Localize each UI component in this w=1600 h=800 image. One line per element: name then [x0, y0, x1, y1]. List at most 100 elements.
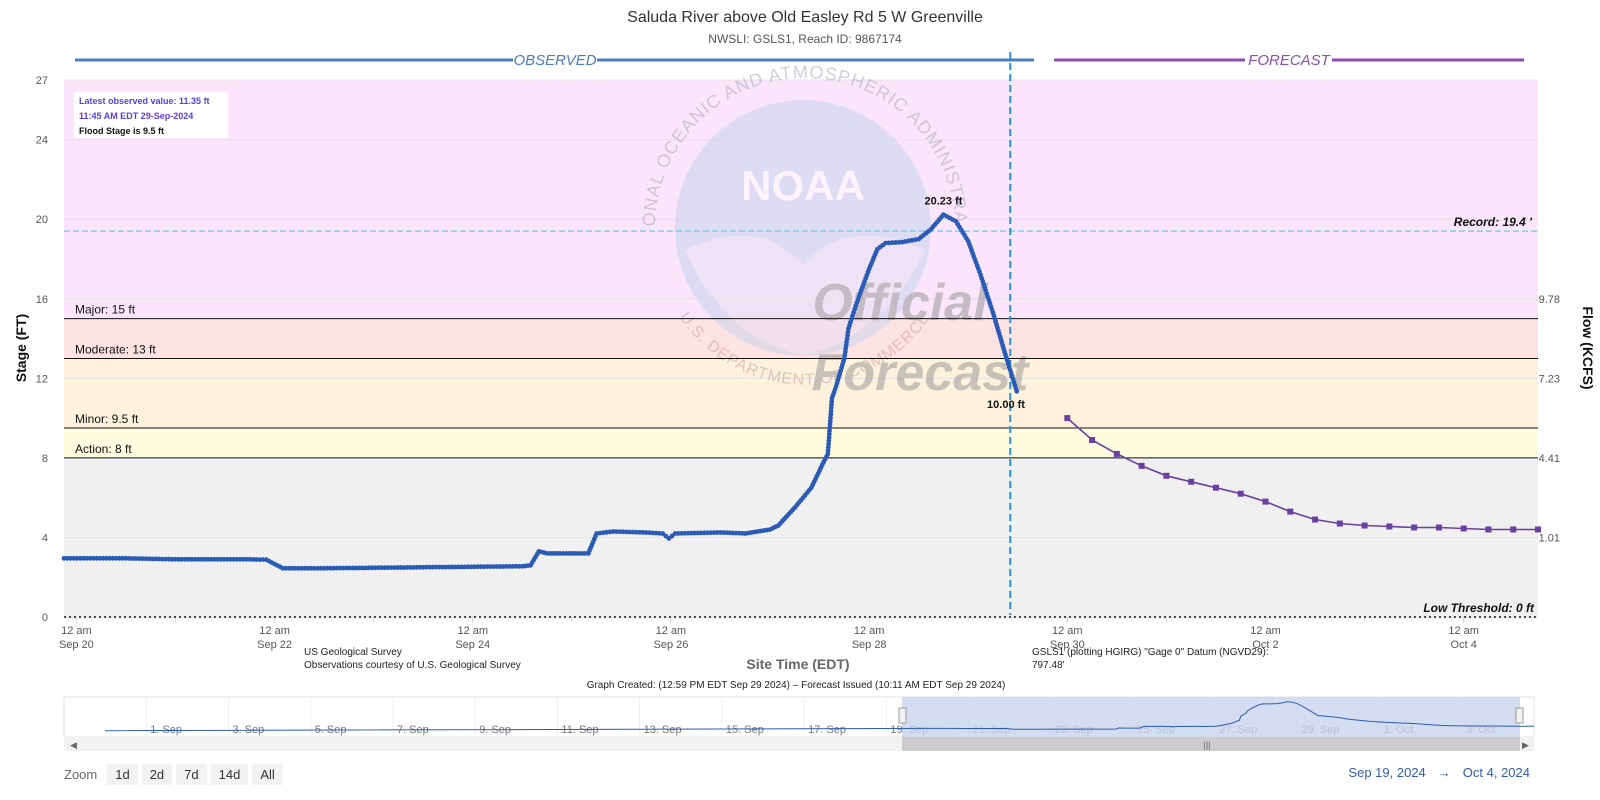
info-latest-time: 11:45 AM EDT 29-Sep-2024 [79, 111, 193, 121]
x-tick-date-7: Oct 4 [1451, 639, 1477, 651]
observed-series [61, 212, 1020, 571]
navigator-selection[interactable] [902, 697, 1520, 737]
info-latest-value: Latest observed value: 11.35 ft [79, 96, 210, 106]
scrollbar-grip-icon: ||| [1203, 740, 1210, 750]
low-threshold-label: Low Threshold: 0 ft [1423, 601, 1535, 615]
observed-point-60 [257, 557, 263, 562]
y2-axis-label: Flow (KCFS) [1580, 306, 1596, 389]
zoom-7d-button[interactable]: 7d [176, 763, 207, 785]
forecast-point-17 [1485, 526, 1492, 533]
forecast-point-14 [1411, 524, 1418, 531]
observed-point-17 [117, 555, 122, 561]
y-tick-label-3: 12 [36, 373, 48, 385]
observed-point-0 [61, 555, 67, 561]
observed-point-5 [77, 555, 83, 561]
forecast-point-16 [1460, 525, 1467, 532]
x-tick-time-3: 12 am [656, 625, 687, 637]
observed-point-27 [150, 556, 155, 562]
forecast-point-0 [1064, 415, 1071, 422]
x-tick-date-3: Sep 26 [654, 639, 689, 651]
date-range: Sep 19, 2024 → Oct 4, 2024 [1348, 765, 1530, 780]
forecast-point-2 [1113, 450, 1120, 457]
x-tick-time-5: 12 am [1052, 625, 1083, 637]
forecast-point-3 [1138, 462, 1145, 469]
navigator-label-7: 15. Sep [726, 724, 764, 736]
y-tick-label-5: 20 [36, 214, 48, 226]
navigator-right-handle[interactable] [1515, 707, 1524, 724]
forecast-point-5 [1188, 478, 1195, 485]
minor-threshold-label: Minor: 9.5 ft [75, 412, 139, 426]
y-tick-label-4: 16 [36, 294, 48, 306]
observed-point-49 [221, 556, 227, 562]
action-band [64, 428, 1538, 458]
y2-tick-label-3: 9.78 [1539, 294, 1560, 306]
scrollbar-right-arrow-icon[interactable]: ▶ [1522, 740, 1529, 750]
navigator-label-6: 13. Sep [644, 724, 682, 736]
section-header-bars: OBSERVED FORECAST [75, 52, 1524, 69]
observed-point-9 [90, 555, 96, 561]
y-tick-label-1: 4 [42, 532, 48, 544]
observed-point-183 [623, 529, 629, 535]
observed-point-10 [94, 555, 99, 561]
x-tick-time-0: 12 am [61, 625, 92, 637]
forecast-point-6 [1212, 484, 1219, 491]
range-from-date[interactable]: Sep 19, 2024 [1348, 765, 1426, 780]
observed-point-36 [179, 556, 185, 562]
forecast-point-18 [1510, 526, 1517, 533]
graph-created-text: Graph Created: (12:59 PM EDT Sep 29 2024… [587, 680, 1006, 691]
noaa-logo-text: NOAA [741, 162, 865, 209]
observed-point-55 [240, 556, 246, 562]
observed-point-39 [189, 556, 195, 562]
watermark-official: Official [812, 274, 989, 332]
peak-value-label: 20.23 ft [924, 196, 962, 208]
forecast-label: FORECAST [1248, 52, 1332, 69]
watermark-forecast: Forecast [812, 344, 1031, 402]
forecast-point-13 [1386, 523, 1393, 530]
major-threshold-label: Major: 15 ft [75, 303, 136, 317]
x-tick-time-2: 12 am [457, 625, 488, 637]
observed-point-7 [84, 555, 90, 561]
observed-point-24 [140, 556, 145, 562]
x-tick-date-1: Sep 22 [257, 639, 292, 651]
zoom-label: Zoom [64, 766, 98, 782]
observed-label: OBSERVED [513, 52, 596, 69]
navigator[interactable]: 1. Sep 3. Sep 5. Sep 7. Sep 9. Sep 11. Sep 13.… [63, 696, 1535, 751]
navigator-scrollbar-thumb[interactable] [902, 737, 1520, 751]
navigator-label-8: 17. Sep [808, 724, 846, 736]
range-arrow-icon: → [1437, 765, 1451, 780]
datum-line2: 797.48' [1032, 660, 1065, 671]
navigator-left-handle[interactable] [898, 707, 907, 724]
minor-band [64, 358, 1538, 429]
x-tick-time-7: 12 am [1448, 625, 1479, 637]
zoom-2d-button[interactable]: 2d [141, 763, 173, 785]
forecast-point-1 [1089, 436, 1096, 443]
navigator-series-line [105, 701, 1534, 732]
x-tick-date-4: Sep 28 [852, 639, 887, 651]
forecast-point-7 [1237, 490, 1244, 497]
zoom-14d-button[interactable]: 14d [210, 763, 249, 785]
observed-point-211 [714, 530, 720, 535]
zoom-1d-button[interactable]: 1d [107, 763, 138, 785]
y-tick-label-7: 27 [36, 75, 48, 87]
navigator-label-0: 1. Sep [150, 724, 182, 736]
observed-point-30 [159, 556, 165, 562]
record-label: Record: 19.4 ' [1454, 215, 1533, 229]
zoom-all-button[interactable]: All [252, 763, 283, 785]
y2-tick-label-2: 7.23 [1539, 373, 1560, 385]
x-tick-time-1: 12 am [259, 625, 290, 637]
observed-point-42 [198, 556, 204, 562]
x-axis-ticks: 12 am Sep 20 12 am Sep 22 12 am Sep 24 12 am Se… [59, 625, 1479, 651]
forecast-point-19 [1535, 526, 1541, 533]
range-to-date[interactable]: Oct 4, 2024 [1462, 765, 1530, 780]
forecast-point-8 [1262, 498, 1269, 505]
forecast-series [1064, 415, 1541, 533]
info-box: Latest observed value: 11.35 ft 11:45 AM… [74, 92, 228, 138]
observed-point-52 [231, 556, 237, 562]
observed-point-329 [889, 240, 895, 246]
scrollbar-left-arrow-icon[interactable]: ◀ [70, 740, 77, 750]
forecast-point-11 [1336, 520, 1343, 527]
datum-line1: GSLS1 (plotting HGIRG) "Gage 0" Datum (N… [1032, 647, 1269, 658]
forecast-point-12 [1361, 522, 1368, 529]
forecast-point-15 [1435, 524, 1442, 531]
usgs-credit-line2: Observations courtesy of U.S. Geological… [304, 660, 521, 671]
